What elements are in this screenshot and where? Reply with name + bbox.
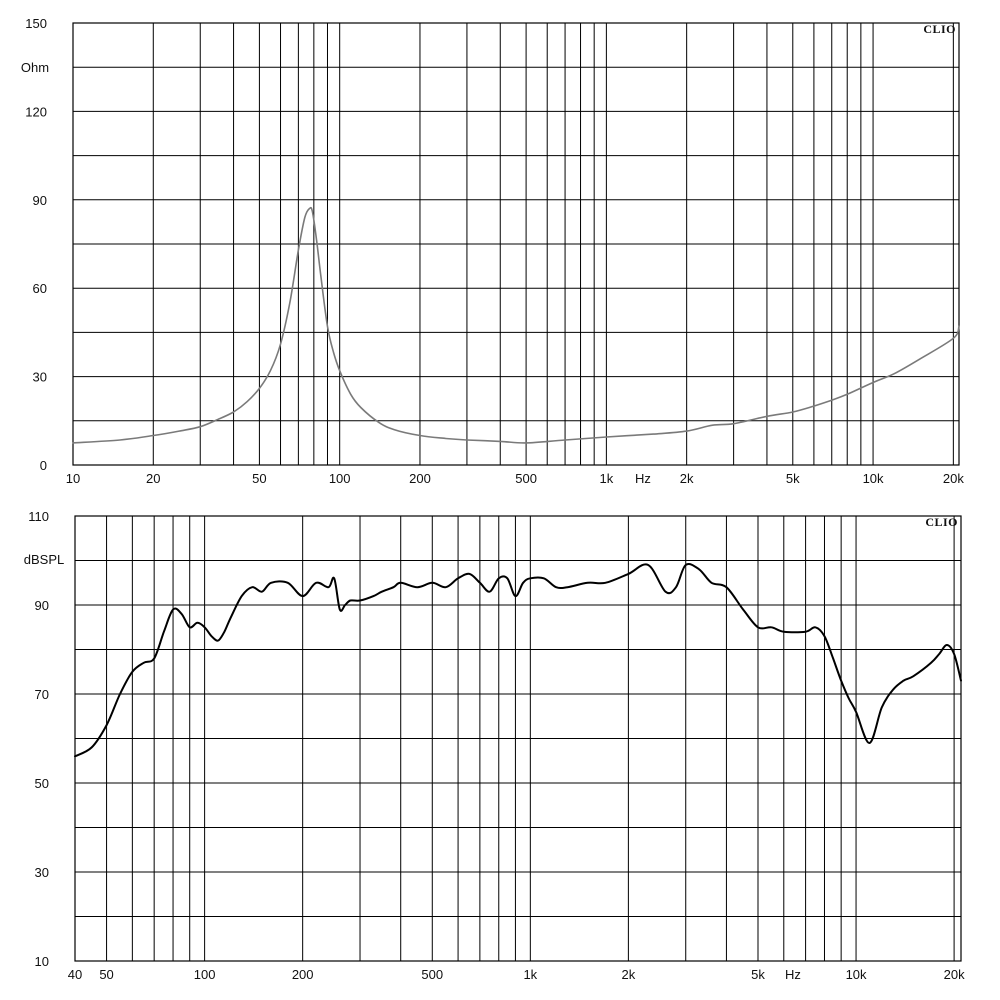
series-line bbox=[72, 206, 960, 444]
y-tick-label: 90 bbox=[33, 193, 47, 208]
x-tick-label: 10k bbox=[846, 967, 867, 982]
x-tick-label: 500 bbox=[421, 967, 443, 982]
y-tick-label: 50 bbox=[35, 776, 49, 791]
impedance-series bbox=[72, 206, 960, 444]
clio-logo: CLIO bbox=[925, 515, 958, 529]
x-tick-label: 10k bbox=[863, 471, 884, 486]
impedance-chart: 0 30 60 90 120 150 10 20 50 100 200 500 1k 2k 5k 10k 20… bbox=[21, 16, 964, 486]
y-tick-label: 30 bbox=[33, 370, 47, 385]
x-tick-label: 10 bbox=[66, 471, 80, 486]
impedance-x-unit-label: Hz bbox=[635, 471, 651, 486]
y-tick-label: 110 bbox=[28, 509, 49, 524]
series-line bbox=[74, 563, 962, 758]
clio-logo: CLIO bbox=[923, 22, 956, 36]
x-tick-label: 50 bbox=[99, 967, 113, 982]
x-tick-label: 2k bbox=[622, 967, 636, 982]
y-tick-label: 10 bbox=[35, 954, 49, 969]
y-tick-label: 90 bbox=[35, 598, 49, 613]
y-tick-label: 30 bbox=[35, 865, 49, 880]
impedance-grid bbox=[72, 22, 960, 466]
impedance-y-unit-label: Ohm bbox=[21, 60, 49, 75]
x-tick-label: 200 bbox=[292, 967, 314, 982]
y-tick-label: 0 bbox=[40, 458, 47, 473]
impedance-y-axis: 0 30 60 90 120 150 bbox=[25, 16, 47, 473]
x-tick-label: 100 bbox=[329, 471, 351, 486]
x-tick-label: 1k bbox=[523, 967, 537, 982]
x-tick-label: 20k bbox=[943, 471, 964, 486]
impedance-x-axis: 10 20 50 100 200 500 1k 2k 5k 10k 20k bbox=[66, 471, 965, 486]
y-tick-label: 60 bbox=[33, 281, 47, 296]
x-tick-label: 2k bbox=[680, 471, 694, 486]
x-tick-label: 5k bbox=[751, 967, 765, 982]
x-tick-label: 20k bbox=[944, 967, 965, 982]
y-tick-label: 120 bbox=[25, 104, 47, 119]
x-tick-label: 100 bbox=[194, 967, 216, 982]
y-tick-label: 150 bbox=[25, 16, 47, 31]
y-tick-label: 70 bbox=[35, 687, 49, 702]
x-tick-label: 50 bbox=[252, 471, 266, 486]
spl-grid bbox=[74, 515, 962, 962]
spl-x-axis: 40 50 100 200 500 1k 2k 5k 10k 20k bbox=[68, 967, 965, 982]
spl-y-axis: 10 30 50 70 90 110 bbox=[28, 509, 49, 969]
spl-y-unit-label: dBSPL bbox=[24, 552, 64, 567]
x-tick-label: 500 bbox=[515, 471, 537, 486]
spl-x-unit-label: Hz bbox=[785, 967, 801, 982]
x-tick-label: 40 bbox=[68, 967, 82, 982]
x-tick-label: 5k bbox=[786, 471, 800, 486]
x-tick-label: 200 bbox=[409, 471, 431, 486]
x-tick-label: 1k bbox=[600, 471, 614, 486]
x-tick-label: 20 bbox=[146, 471, 160, 486]
spl-series bbox=[74, 563, 962, 758]
